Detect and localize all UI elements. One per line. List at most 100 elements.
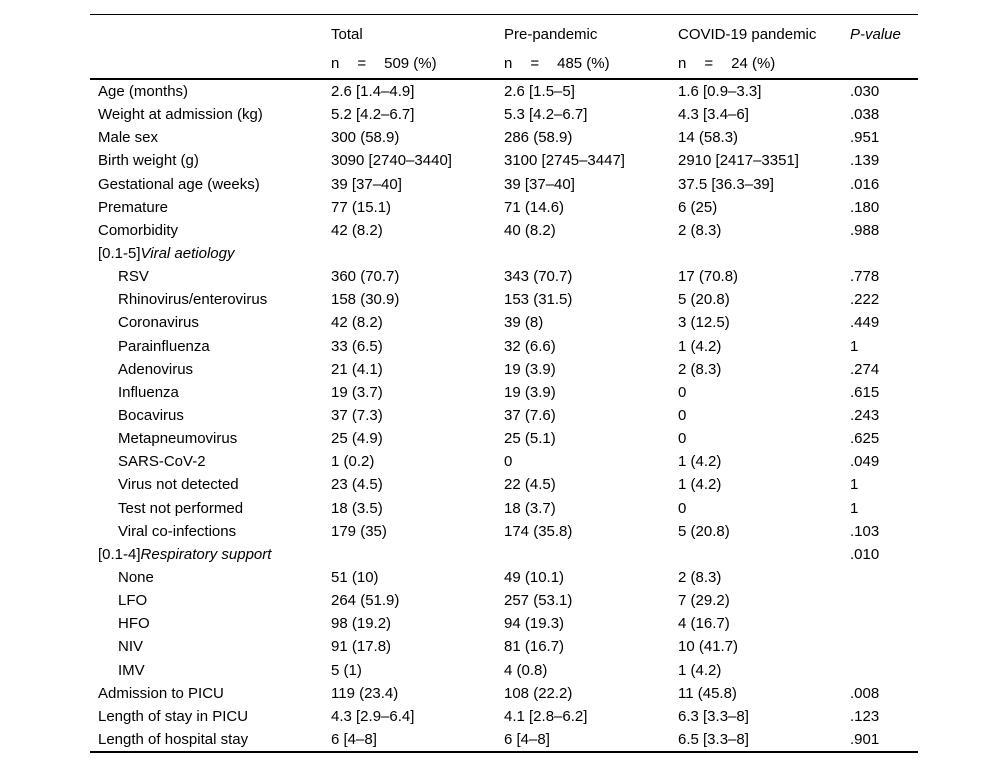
cell-pre-pandemic: 5.3 [4.2–6.7] bbox=[504, 106, 588, 124]
table-row: Adenovirus 21 (4.1) 19 (3.9) 2 (8.3) .274 bbox=[90, 358, 918, 381]
cell-pvalue: .901 bbox=[850, 730, 880, 748]
table-row: Metapneumovirus 25 (4.9) 25 (5.1) 0 .625 bbox=[90, 427, 918, 450]
table-row: IMV 5 (1) 4 (0.8) 1 (4.2) bbox=[90, 659, 918, 682]
cell-pvalue: .180 bbox=[850, 198, 880, 216]
cell-covid-pandemic: 0 bbox=[678, 383, 687, 401]
table-row: Test not performed 18 (3.5) 18 (3.7) 0 1 bbox=[90, 497, 918, 520]
cell-total: 300 (58.9) bbox=[331, 129, 400, 147]
row-label: Length of hospital stay bbox=[98, 730, 249, 748]
cell-covid-pandemic: 6.5 [3.3–8] bbox=[678, 730, 749, 748]
cell-pre-pandemic: 343 (70.7) bbox=[504, 268, 573, 286]
cell-total: 6 [4–8] bbox=[331, 730, 377, 748]
cell-pvalue: .243 bbox=[850, 406, 880, 424]
cell-total: 42 (8.2) bbox=[331, 221, 383, 239]
table-row: Age (months) 2.6 [1.4–4.9] 2.6 [1.5–5] 1.6 … bbox=[90, 79, 918, 103]
cell-covid-pandemic: 6 (25) bbox=[678, 198, 718, 216]
cell-total: 5.2 [4.2–6.7] bbox=[331, 106, 415, 124]
cell-pvalue bbox=[850, 589, 918, 612]
cell-total: 158 (30.9) bbox=[331, 291, 400, 309]
cell-pre-pandemic: 22 (4.5) bbox=[504, 476, 556, 494]
header-cell-pre-pandemic: Pre-pandemic n = 485 (%) bbox=[504, 15, 678, 80]
row-label: Rhinovirus/enterovirus bbox=[118, 291, 268, 309]
row-label: Viral co-infections bbox=[118, 522, 237, 540]
table-row: None 51 (10) 49 (10.1) 2 (8.3) bbox=[90, 566, 918, 589]
cell-total: 264 (51.9) bbox=[331, 592, 400, 610]
section-label: [0.1-4]Respiratory support bbox=[90, 543, 331, 566]
n-label: n bbox=[678, 55, 687, 72]
cell-pre-pandemic: 39 [37–40] bbox=[504, 175, 575, 193]
row-label: RSV bbox=[118, 268, 149, 286]
row-label: Age (months) bbox=[98, 83, 189, 100]
section-title: Respiratory support bbox=[140, 545, 272, 563]
column-n-total: n = 509 (%) bbox=[331, 54, 504, 78]
cell-pre-pandemic: 37 (7.6) bbox=[504, 406, 556, 424]
cell-total: 39 [37–40] bbox=[331, 175, 402, 193]
cell-pre-pandemic: 174 (35.8) bbox=[504, 522, 573, 540]
header-cell-label bbox=[90, 15, 331, 80]
n-count: 509 (%) bbox=[384, 55, 437, 72]
cell-total: 1 (0.2) bbox=[331, 453, 375, 471]
column-title-total: Total bbox=[331, 26, 363, 43]
cell-pre-pandemic: 4.1 [2.8–6.2] bbox=[504, 707, 588, 725]
cell-total: 77 (15.1) bbox=[331, 198, 392, 216]
cell-total: 2.6 [1.4–4.9] bbox=[331, 83, 415, 100]
table-row: Birth weight (g) 3090 [2740–3440] 3100 [27… bbox=[90, 149, 918, 172]
table-body: Age (months) 2.6 [1.4–4.9] 2.6 [1.5–5] 1.6 … bbox=[90, 79, 918, 752]
cell-pvalue: .049 bbox=[850, 453, 880, 471]
cell-covid-pandemic: 3 (12.5) bbox=[678, 314, 730, 332]
row-label: Influenza bbox=[118, 383, 179, 401]
row-label: Parainfluenza bbox=[118, 337, 210, 355]
cell-pre-pandemic: 257 (53.1) bbox=[504, 592, 573, 610]
cell-covid-pandemic bbox=[678, 543, 850, 566]
equals-sign: = bbox=[530, 55, 540, 72]
cell-pre-pandemic: 25 (5.1) bbox=[504, 430, 556, 448]
n-count: 485 (%) bbox=[557, 55, 610, 72]
section-row: [0.1-4]Respiratory support .010 bbox=[90, 543, 918, 566]
cell-total: 91 (17.8) bbox=[331, 638, 392, 656]
cell-pre-pandemic: 0 bbox=[504, 453, 513, 471]
column-title-pvalue: P-value bbox=[850, 26, 901, 43]
cell-covid-pandemic: 11 (45.8) bbox=[678, 684, 737, 702]
table-row: Length of hospital stay 6 [4–8] 6 [4–8] 6.5… bbox=[90, 728, 918, 752]
cell-covid-pandemic: 4 (16.7) bbox=[678, 615, 730, 633]
section-label: [0.1-5]Viral aetiology bbox=[90, 242, 331, 265]
section-prefix: [0.1-5] bbox=[98, 244, 141, 262]
table-row: Bocavirus 37 (7.3) 37 (7.6) 0 .243 bbox=[90, 404, 918, 427]
cell-pre-pandemic: 19 (3.9) bbox=[504, 360, 556, 378]
cell-covid-pandemic: 1.6 [0.9–3.3] bbox=[678, 83, 762, 100]
cell-pre-pandemic: 4 (0.8) bbox=[504, 661, 548, 679]
cell-pvalue: .222 bbox=[850, 291, 880, 309]
table-row: Length of stay in PICU 4.3 [2.9–6.4] 4.1 [… bbox=[90, 705, 918, 728]
row-label: Male sex bbox=[98, 129, 159, 147]
table-row: RSV 360 (70.7) 343 (70.7) 17 (70.8) .778 bbox=[90, 265, 918, 288]
row-label: IMV bbox=[118, 661, 145, 679]
row-label: Birth weight (g) bbox=[98, 152, 199, 170]
cell-covid-pandemic: 37.5 [36.3–39] bbox=[678, 175, 774, 193]
cell-pvalue: .030 bbox=[850, 83, 880, 100]
table-row: SARS-CoV-2 1 (0.2) 0 1 (4.2) .049 bbox=[90, 450, 918, 473]
cell-pvalue bbox=[850, 612, 918, 635]
table-row: Gestational age (weeks) 39 [37–40] 39 [37–… bbox=[90, 173, 918, 196]
cell-pre-pandemic: 18 (3.7) bbox=[504, 499, 556, 517]
cell-pvalue: 1 bbox=[850, 476, 859, 494]
cell-covid-pandemic: 0 bbox=[678, 499, 687, 517]
cell-pvalue bbox=[850, 566, 918, 589]
cell-pre-pandemic: 153 (31.5) bbox=[504, 291, 573, 309]
table-row: Parainfluenza 33 (6.5) 32 (6.6) 1 (4.2) 1 bbox=[90, 335, 918, 358]
cell-pre-pandemic: 32 (6.6) bbox=[504, 337, 556, 355]
cell-covid-pandemic: 0 bbox=[678, 406, 687, 424]
cell-total: 23 (4.5) bbox=[331, 476, 383, 494]
cell-pvalue: .988 bbox=[850, 221, 880, 239]
n-label: n bbox=[331, 55, 340, 72]
cell-pvalue bbox=[850, 659, 918, 682]
header-cell-pvalue: P-value bbox=[850, 15, 918, 80]
cell-covid-pandemic: 2910 [2417–3351] bbox=[678, 152, 799, 170]
row-label: NIV bbox=[118, 638, 144, 656]
header-row: Total n = 509 (%) Pre-pandemic n = 485 (… bbox=[90, 15, 918, 80]
table-row: HFO 98 (19.2) 94 (19.3) 4 (16.7) bbox=[90, 612, 918, 635]
row-label: HFO bbox=[118, 615, 150, 633]
cell-total: 18 (3.5) bbox=[331, 499, 383, 517]
cell-total: 33 (6.5) bbox=[331, 337, 383, 355]
cell-pre-pandemic: 2.6 [1.5–5] bbox=[504, 83, 575, 100]
cell-covid-pandemic: 2 (8.3) bbox=[678, 221, 722, 239]
